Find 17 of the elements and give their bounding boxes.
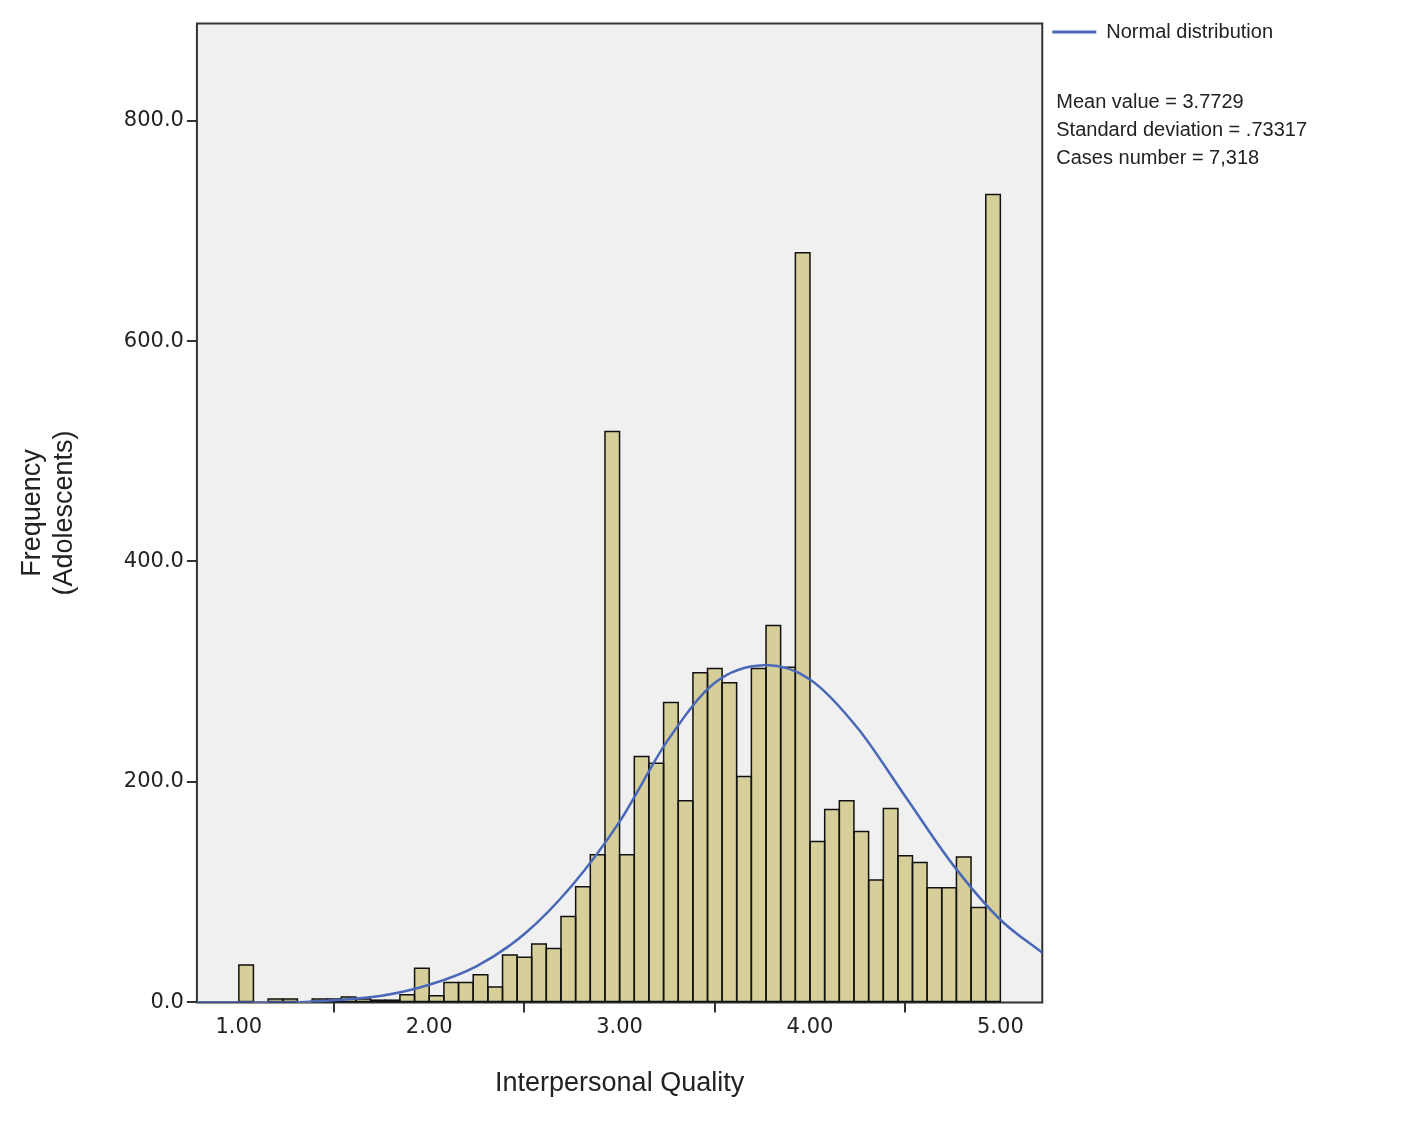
y-tick-label: 400.0 (123, 547, 184, 572)
x-tick-label: 5.00 (977, 1014, 1024, 1039)
y-tick-label: 200.0 (123, 768, 184, 793)
y-tick-label: 600.0 (123, 327, 184, 352)
x-tick-label: 3.00 (596, 1014, 643, 1039)
x-axis-title: Interpersonal Quality (495, 1067, 745, 1098)
y-tick-label: 800.0 (123, 107, 184, 132)
x-tick-label: 1.00 (215, 1014, 263, 1039)
y-tick-label: 0.0 (150, 988, 184, 1013)
text: Standard deviation = .73317 (1056, 117, 1308, 140)
line-series (196, 663, 1043, 1003)
x-tick-label: 2.00 (405, 1014, 453, 1039)
legend-label: Normal distribution (1106, 19, 1274, 42)
x-tick-label: 4.00 (786, 1014, 834, 1039)
text: Mean value = 3.7729 (1056, 89, 1244, 112)
y-axis-title: Frequency (Adolescents) (15, 430, 79, 596)
text: Cases number = 7,318 (1056, 145, 1260, 168)
